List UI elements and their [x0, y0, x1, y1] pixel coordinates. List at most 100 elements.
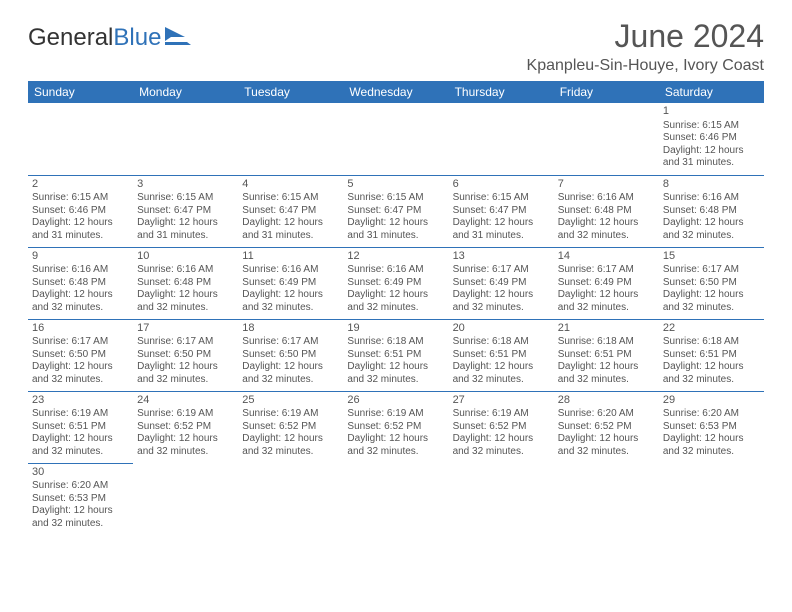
flag-icon [165, 24, 191, 52]
daylight-text: Daylight: 12 hours and 31 minutes. [32, 217, 129, 242]
sunset-text: Sunset: 6:52 PM [453, 421, 550, 434]
day-number: 5 [347, 178, 444, 192]
sunset-text: Sunset: 6:51 PM [663, 349, 760, 362]
calendar-cell [659, 463, 764, 535]
sunrise-text: Sunrise: 6:16 AM [663, 192, 760, 205]
calendar-cell: 30Sunrise: 6:20 AMSunset: 6:53 PMDayligh… [28, 463, 133, 535]
calendar-cell: 16Sunrise: 6:17 AMSunset: 6:50 PMDayligh… [28, 319, 133, 391]
sunset-text: Sunset: 6:48 PM [137, 277, 234, 290]
day-number: 17 [137, 322, 234, 336]
day-number: 11 [242, 250, 339, 264]
sunrise-text: Sunrise: 6:17 AM [663, 264, 760, 277]
daylight-text: Daylight: 12 hours and 31 minutes. [347, 217, 444, 242]
calendar-cell: 6Sunrise: 6:15 AMSunset: 6:47 PMDaylight… [449, 175, 554, 247]
calendar-cell: 9Sunrise: 6:16 AMSunset: 6:48 PMDaylight… [28, 247, 133, 319]
calendar-row: 1Sunrise: 6:15 AMSunset: 6:46 PMDaylight… [28, 103, 764, 175]
calendar-cell [133, 103, 238, 175]
calendar-cell: 13Sunrise: 6:17 AMSunset: 6:49 PMDayligh… [449, 247, 554, 319]
sunset-text: Sunset: 6:51 PM [453, 349, 550, 362]
logo-text-1: General [28, 24, 113, 52]
sunset-text: Sunset: 6:50 PM [242, 349, 339, 362]
location-text: Kpanpleu-Sin-Houye, Ivory Coast [527, 57, 764, 75]
day-number: 29 [663, 394, 760, 408]
sunrise-text: Sunrise: 6:19 AM [242, 408, 339, 421]
calendar-cell: 7Sunrise: 6:16 AMSunset: 6:48 PMDaylight… [554, 175, 659, 247]
logo: GeneralBlue [28, 24, 191, 52]
daylight-text: Daylight: 12 hours and 32 minutes. [558, 289, 655, 314]
sunrise-text: Sunrise: 6:18 AM [663, 336, 760, 349]
day-number: 19 [347, 322, 444, 336]
sunrise-text: Sunrise: 6:16 AM [558, 192, 655, 205]
day-number: 16 [32, 322, 129, 336]
sunset-text: Sunset: 6:47 PM [453, 205, 550, 218]
calendar-cell [238, 103, 343, 175]
calendar-cell [238, 463, 343, 535]
daylight-text: Daylight: 12 hours and 32 minutes. [242, 361, 339, 386]
daylight-text: Daylight: 12 hours and 32 minutes. [242, 289, 339, 314]
daylight-text: Daylight: 12 hours and 31 minutes. [663, 145, 760, 170]
sunrise-text: Sunrise: 6:17 AM [32, 336, 129, 349]
calendar-cell: 26Sunrise: 6:19 AMSunset: 6:52 PMDayligh… [343, 391, 448, 463]
sunset-text: Sunset: 6:47 PM [347, 205, 444, 218]
calendar-cell: 4Sunrise: 6:15 AMSunset: 6:47 PMDaylight… [238, 175, 343, 247]
calendar-cell [449, 463, 554, 535]
daylight-text: Daylight: 12 hours and 32 minutes. [663, 289, 760, 314]
sunrise-text: Sunrise: 6:19 AM [137, 408, 234, 421]
daylight-text: Daylight: 12 hours and 32 minutes. [558, 361, 655, 386]
sunrise-text: Sunrise: 6:20 AM [558, 408, 655, 421]
sunrise-text: Sunrise: 6:16 AM [137, 264, 234, 277]
day-number: 18 [242, 322, 339, 336]
sunset-text: Sunset: 6:51 PM [347, 349, 444, 362]
sunset-text: Sunset: 6:51 PM [558, 349, 655, 362]
daylight-text: Daylight: 12 hours and 32 minutes. [453, 433, 550, 458]
calendar-cell: 25Sunrise: 6:19 AMSunset: 6:52 PMDayligh… [238, 391, 343, 463]
calendar-cell: 17Sunrise: 6:17 AMSunset: 6:50 PMDayligh… [133, 319, 238, 391]
sunset-text: Sunset: 6:53 PM [663, 421, 760, 434]
calendar-row: 2Sunrise: 6:15 AMSunset: 6:46 PMDaylight… [28, 175, 764, 247]
sunset-text: Sunset: 6:49 PM [242, 277, 339, 290]
calendar-cell: 27Sunrise: 6:19 AMSunset: 6:52 PMDayligh… [449, 391, 554, 463]
daylight-text: Daylight: 12 hours and 32 minutes. [242, 433, 339, 458]
daylight-text: Daylight: 12 hours and 32 minutes. [663, 361, 760, 386]
calendar-cell: 5Sunrise: 6:15 AMSunset: 6:47 PMDaylight… [343, 175, 448, 247]
sunrise-text: Sunrise: 6:15 AM [242, 192, 339, 205]
calendar-row: 9Sunrise: 6:16 AMSunset: 6:48 PMDaylight… [28, 247, 764, 319]
sunrise-text: Sunrise: 6:16 AM [32, 264, 129, 277]
calendar-body: 1Sunrise: 6:15 AMSunset: 6:46 PMDaylight… [28, 103, 764, 535]
daylight-text: Daylight: 12 hours and 31 minutes. [453, 217, 550, 242]
sunset-text: Sunset: 6:53 PM [32, 493, 129, 506]
calendar-cell [343, 103, 448, 175]
sunrise-text: Sunrise: 6:17 AM [453, 264, 550, 277]
weekday-header: Sunday [28, 81, 133, 103]
logo-text-2: Blue [113, 24, 161, 52]
calendar-cell: 12Sunrise: 6:16 AMSunset: 6:49 PMDayligh… [343, 247, 448, 319]
calendar-cell [133, 463, 238, 535]
sunrise-text: Sunrise: 6:15 AM [347, 192, 444, 205]
calendar-cell: 10Sunrise: 6:16 AMSunset: 6:48 PMDayligh… [133, 247, 238, 319]
day-number: 27 [453, 394, 550, 408]
calendar-cell [554, 103, 659, 175]
weekday-header: Thursday [449, 81, 554, 103]
sunrise-text: Sunrise: 6:19 AM [32, 408, 129, 421]
day-number: 2 [32, 178, 129, 192]
sunrise-text: Sunrise: 6:15 AM [32, 192, 129, 205]
calendar-cell: 28Sunrise: 6:20 AMSunset: 6:52 PMDayligh… [554, 391, 659, 463]
calendar-row: 30Sunrise: 6:20 AMSunset: 6:53 PMDayligh… [28, 463, 764, 535]
day-number: 10 [137, 250, 234, 264]
sunrise-text: Sunrise: 6:19 AM [347, 408, 444, 421]
sunrise-text: Sunrise: 6:18 AM [453, 336, 550, 349]
day-number: 22 [663, 322, 760, 336]
calendar-cell: 15Sunrise: 6:17 AMSunset: 6:50 PMDayligh… [659, 247, 764, 319]
calendar-cell [449, 103, 554, 175]
weekday-header: Tuesday [238, 81, 343, 103]
day-number: 20 [453, 322, 550, 336]
day-number: 25 [242, 394, 339, 408]
weekday-header-row: Sunday Monday Tuesday Wednesday Thursday… [28, 81, 764, 103]
day-number: 30 [32, 466, 129, 480]
day-number: 7 [558, 178, 655, 192]
daylight-text: Daylight: 12 hours and 32 minutes. [32, 289, 129, 314]
calendar-row: 16Sunrise: 6:17 AMSunset: 6:50 PMDayligh… [28, 319, 764, 391]
weekday-header: Saturday [659, 81, 764, 103]
daylight-text: Daylight: 12 hours and 32 minutes. [663, 217, 760, 242]
daylight-text: Daylight: 12 hours and 32 minutes. [137, 433, 234, 458]
